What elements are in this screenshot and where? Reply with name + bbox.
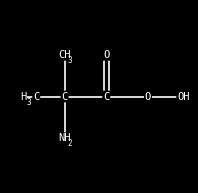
Text: C: C xyxy=(33,91,39,102)
Text: OH: OH xyxy=(177,91,190,102)
Text: O: O xyxy=(103,50,109,60)
Text: 3: 3 xyxy=(27,98,31,107)
Text: O: O xyxy=(145,91,151,102)
Text: 3: 3 xyxy=(67,56,72,65)
Text: CH: CH xyxy=(58,50,71,60)
Text: C: C xyxy=(62,91,68,102)
Text: C: C xyxy=(103,91,109,102)
Text: H: H xyxy=(20,91,26,102)
Text: 2: 2 xyxy=(68,139,72,148)
Text: NH: NH xyxy=(58,133,71,143)
